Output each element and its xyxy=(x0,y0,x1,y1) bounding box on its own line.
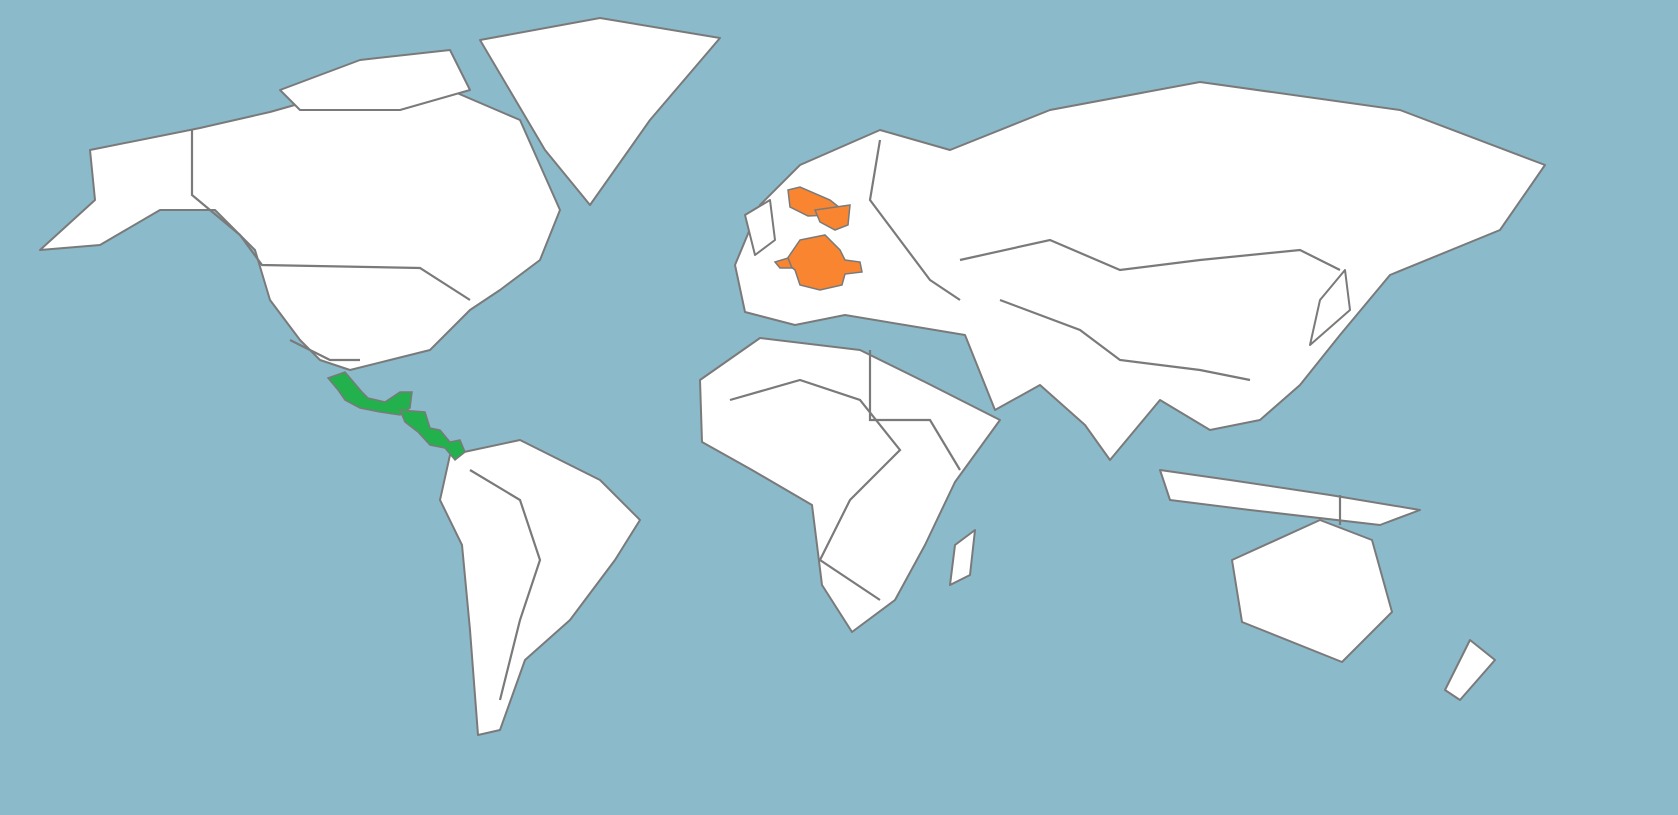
indonesia xyxy=(1159,469,1421,526)
border-line xyxy=(868,139,961,301)
highlight-region xyxy=(813,204,851,231)
highlight-region xyxy=(398,409,466,462)
greenland xyxy=(479,17,721,206)
border-line xyxy=(868,350,961,471)
border-line xyxy=(999,298,1251,382)
highlight-region xyxy=(326,371,413,416)
border-line xyxy=(959,238,1341,272)
border-line xyxy=(729,378,902,601)
japan xyxy=(1309,269,1351,346)
border-line xyxy=(289,339,360,362)
eurasia xyxy=(734,81,1546,461)
border-line xyxy=(469,469,542,701)
canadian-arctic xyxy=(279,49,471,111)
highlight-region xyxy=(773,257,794,269)
south-america xyxy=(439,439,641,736)
madagascar xyxy=(949,529,976,586)
highlight-region xyxy=(783,234,863,291)
border-line xyxy=(190,130,471,301)
new-zealand xyxy=(1444,639,1496,701)
uk xyxy=(744,199,776,256)
australia xyxy=(1231,519,1393,663)
